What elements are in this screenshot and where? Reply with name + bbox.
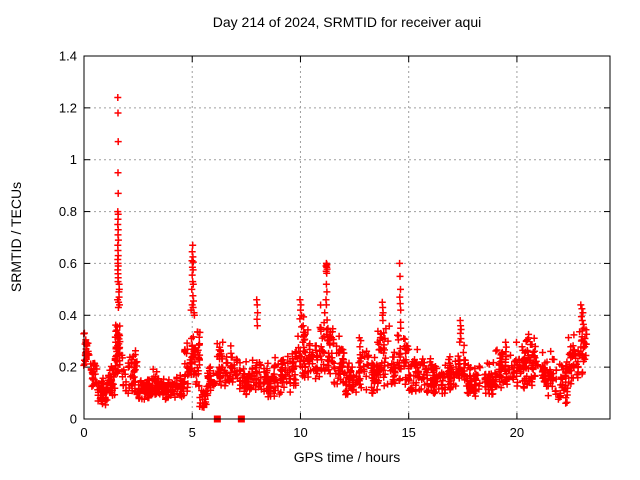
chart-title: Day 214 of 2024, SRMTID for receiver aqu…	[212, 14, 482, 30]
plot-border	[83, 55, 611, 420]
x-tick-label: 5	[189, 425, 196, 440]
x-axis-title: GPS time / hours	[293, 449, 401, 465]
x-tick-label: 0	[80, 425, 87, 440]
y-tick-label: 1.2	[59, 100, 77, 115]
scatter-points	[80, 94, 591, 411]
y-tick-label: 1	[70, 152, 77, 167]
y-tick-label: 0	[70, 412, 77, 427]
x-tick-label: 15	[401, 425, 415, 440]
x-tick-label: 10	[293, 425, 307, 440]
x-tick-label: 20	[510, 425, 524, 440]
y-tick-label: 0.6	[59, 256, 77, 271]
tick-labels: 0 0.2 0.4 0.6 0.8 1 1.2 1.4 0 5 10 15 20	[59, 49, 524, 441]
y-tick-label: 0.2	[59, 360, 77, 375]
y-tick-label: 0.8	[59, 204, 77, 219]
y-tick-label: 0.4	[59, 308, 77, 323]
gridlines	[84, 56, 610, 419]
y-tick-label: 1.4	[59, 49, 77, 64]
